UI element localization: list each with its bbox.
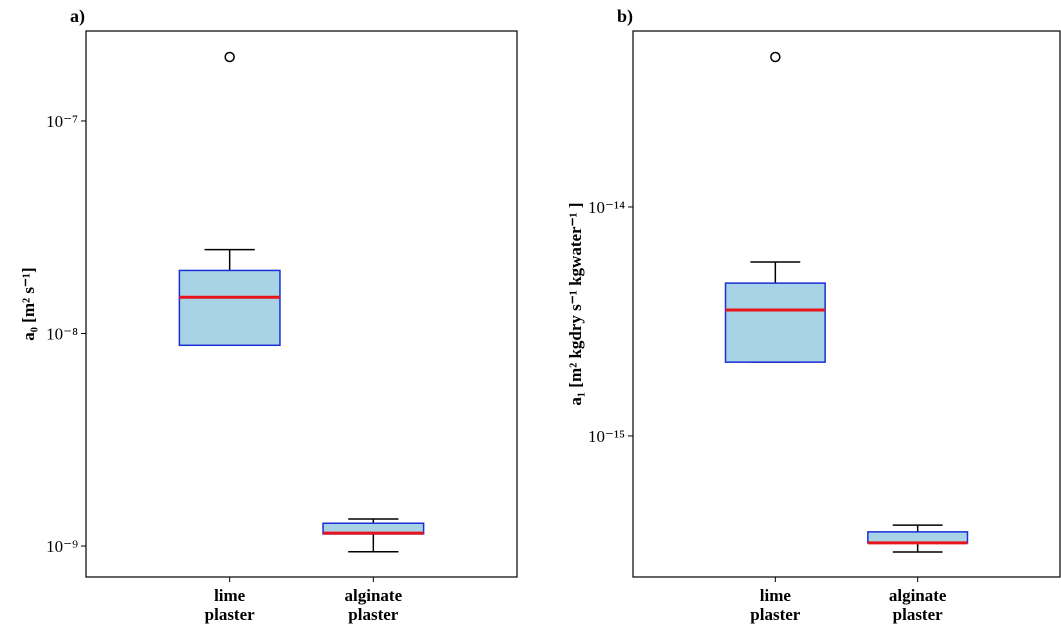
panel-title: b) bbox=[617, 6, 633, 27]
x-tick-label: lime plaster bbox=[750, 586, 801, 624]
y-tick-label: 10⁻⁸ bbox=[46, 324, 78, 343]
y-axis-label: a₀ [m² s⁻¹] bbox=[19, 267, 38, 340]
outlier bbox=[224, 51, 235, 63]
y-axis-label: a₁ [m² kgdry s⁻¹ kgwater⁻¹ ] bbox=[566, 202, 585, 405]
box bbox=[724, 282, 826, 363]
box bbox=[867, 531, 969, 544]
outlier bbox=[770, 51, 781, 63]
y-tick-label: 10⁻⁹ bbox=[46, 537, 78, 556]
x-tick-label: alginate plaster bbox=[345, 586, 403, 624]
x-tick-label: alginate plaster bbox=[889, 586, 947, 624]
plot-frame bbox=[85, 30, 518, 578]
plot-frame bbox=[632, 30, 1061, 578]
x-tick-label: lime plaster bbox=[205, 586, 256, 624]
panel-title: a) bbox=[70, 6, 85, 27]
y-tick-label: 10⁻⁷ bbox=[46, 112, 78, 131]
box bbox=[178, 269, 281, 347]
y-tick-label: 10⁻¹⁵ bbox=[588, 427, 625, 446]
y-tick-label: 10⁻¹⁴ bbox=[588, 198, 625, 217]
